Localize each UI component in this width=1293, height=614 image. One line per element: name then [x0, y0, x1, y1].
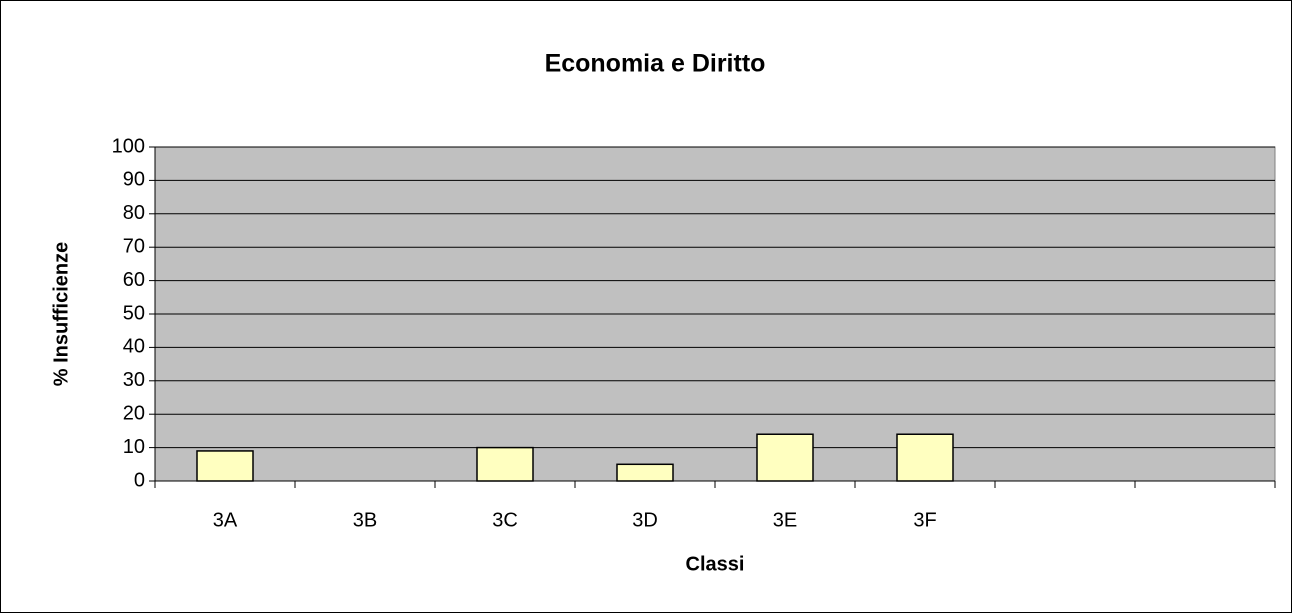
y-tick-label: 60 [123, 269, 145, 291]
x-tick-label: 3F [913, 509, 936, 531]
x-tick-label: 3D [632, 509, 658, 531]
y-tick-label: 80 [123, 202, 145, 224]
x-tick-label: 3B [353, 509, 377, 531]
y-tick-label: 50 [123, 302, 145, 324]
bar [476, 446, 534, 482]
bar [896, 433, 954, 482]
chart-title: Economia e Diritto [545, 50, 766, 78]
x-tick-label: 3A [213, 509, 238, 531]
y-tick-label: 90 [123, 169, 145, 191]
bar [756, 433, 814, 482]
y-tick-label: 100 [112, 135, 145, 157]
y-tick-label: 30 [123, 369, 145, 391]
x-axis-label: Classi [686, 553, 745, 575]
bar [196, 450, 254, 482]
y-tick-label: 0 [134, 469, 145, 491]
bar [616, 463, 674, 482]
y-tick-label: 70 [123, 235, 145, 257]
y-tick-label: 40 [123, 336, 145, 358]
x-tick-label: 3C [492, 509, 518, 531]
y-axis-label: % Insufficienze [50, 242, 72, 386]
x-tick-label: 3E [773, 509, 797, 531]
y-tick-label: 20 [123, 402, 145, 424]
y-tick-label: 10 [123, 436, 145, 458]
